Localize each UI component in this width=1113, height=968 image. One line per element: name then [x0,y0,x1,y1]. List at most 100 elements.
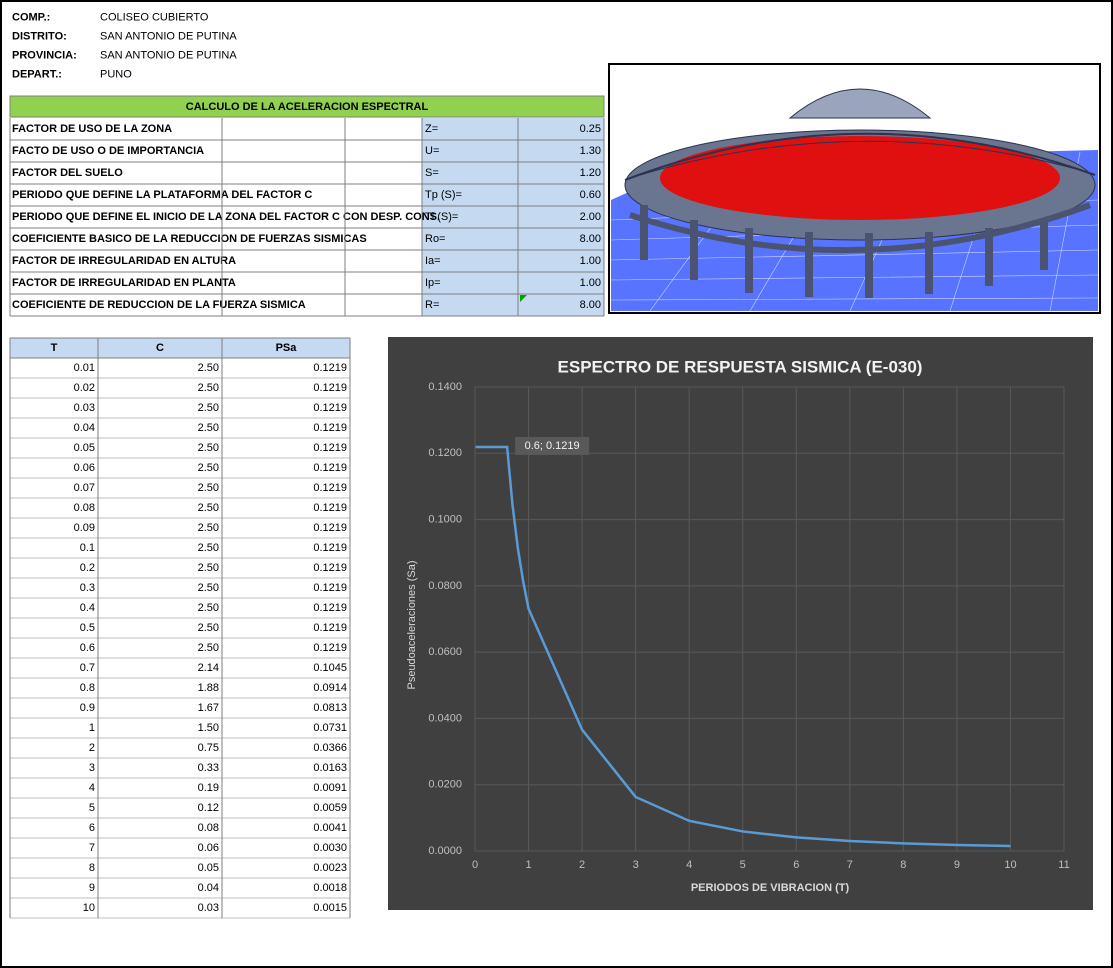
table-cell: 4 [89,782,95,794]
table-cell: 2.50 [198,462,219,474]
table-cell: 0.33 [198,762,219,774]
table-cell: 0.0914 [313,682,347,694]
table-cell: 2.50 [198,642,219,654]
table-cell: 2.50 [198,522,219,534]
header-value: COLISEO CUBIERTO [100,11,209,23]
param-symbol: Tl (S)= [425,211,458,223]
param-symbol: Ia= [425,255,441,267]
x-tick-label: 3 [633,859,639,871]
table-cell: 0.75 [198,742,219,754]
param-symbol: R= [425,299,439,311]
table-cell: 0.03 [74,402,95,414]
table-cell: 0.3 [80,582,95,594]
table-cell: 1.88 [198,682,219,694]
data-annotation: 0.6; 0.1219 [525,440,580,452]
table-cell: 6 [89,822,95,834]
table-cell: 0.19 [198,782,219,794]
header-value: SAN ANTONIO DE PUTINA [100,49,237,61]
table-cell: 8 [89,862,95,874]
table-cell: 0.07 [74,482,95,494]
param-value: 0.60 [580,189,601,201]
table-cell: 0.1045 [313,662,347,674]
table-cell: 2.50 [198,582,219,594]
table-cell: 0.1219 [313,442,347,454]
y-tick-label: 0.0400 [428,712,462,724]
table-cell: 1 [89,722,95,734]
table-cell: 0.1219 [313,642,347,654]
table-cell: 0.1219 [313,542,347,554]
header-label: DISTRITO: [12,30,67,42]
table-cell: 0.1219 [313,582,347,594]
table-cell: 0.1219 [313,482,347,494]
param-label: COEFICIENTE DE REDUCCION DE LA FUERZA SI… [12,299,306,311]
param-symbol: Tp (S)= [425,189,462,201]
x-tick-label: 4 [686,859,692,871]
table-cell: 0.0023 [313,862,347,874]
header-label: PROVINCIA: [12,49,77,61]
table-cell: 0.2 [80,562,95,574]
header-value: PUNO [100,68,132,80]
x-tick-label: 9 [954,859,960,871]
table-cell: 2.50 [198,442,219,454]
table-cell: 5 [89,802,95,814]
param-label: FACTOR DE USO DE LA ZONA [12,123,172,135]
table-cell: 0.05 [74,442,95,454]
param-label: FACTOR DE IRREGULARIDAD EN PLANTA [12,277,236,289]
param-value: 1.00 [580,277,601,289]
table-cell: 2.14 [198,662,219,674]
table-cell: 0.1219 [313,422,347,434]
table-cell: 0.04 [198,882,219,894]
table-cell: 0.0059 [313,802,347,814]
x-tick-label: 10 [1004,859,1016,871]
table-cell: 2.50 [198,362,219,374]
table-cell: 9 [89,882,95,894]
header-value: SAN ANTONIO DE PUTINA [100,30,237,42]
table-cell: 0.12 [198,802,219,814]
table-cell: 0.0731 [313,722,347,734]
table-cell: 0.7 [80,662,95,674]
table-cell: 0.4 [80,602,95,614]
table-cell: 0.8 [80,682,95,694]
table-cell: 0.02 [74,382,95,394]
x-tick-label: 6 [793,859,799,871]
y-tick-label: 0.1400 [428,381,462,393]
chart-title: ESPECTRO DE RESPUESTA SISMICA (E-030) [558,357,923,376]
param-value: 1.00 [580,255,601,267]
table-cell: 2.50 [198,422,219,434]
table-cell: 0.04 [74,422,95,434]
x-tick-label: 7 [847,859,853,871]
y-tick-label: 0.0000 [428,845,462,857]
table-cell: 0.06 [74,462,95,474]
table-cell: 7 [89,842,95,854]
table-cell: 0.1219 [313,602,347,614]
params-title: CALCULO DE LA ACELERACION ESPECTRAL [186,101,429,113]
table-cell: 2.50 [198,482,219,494]
param-label: PERIODO QUE DEFINE LA PLATAFORMA DEL FAC… [12,189,312,201]
param-label: FACTOR DE IRREGULARIDAD EN ALTURA [12,255,236,267]
table-header-bg [10,338,350,358]
y-tick-label: 0.0600 [428,646,462,658]
x-axis-title: PERIODOS DE VIBRACION (T) [691,882,850,894]
table-cell: 2.50 [198,382,219,394]
table-cell: 2.50 [198,602,219,614]
param-symbol: S= [425,167,439,179]
table-cell: 0.0041 [313,822,347,834]
y-tick-label: 0.0800 [428,580,462,592]
table-cell: 0.1219 [313,382,347,394]
table-cell: 0.05 [198,862,219,874]
y-tick-label: 0.1000 [428,513,462,525]
param-label: FACTOR DEL SUELO [12,167,123,179]
x-tick-label: 0 [472,859,478,871]
x-tick-label: 1 [525,859,531,871]
x-tick-label: 2 [579,859,585,871]
table-cell: 2.50 [198,542,219,554]
table-cell: 2.50 [198,562,219,574]
table-cell: 0.0030 [313,842,347,854]
param-value: 8.00 [580,299,601,311]
table-cell: 1.50 [198,722,219,734]
column-header: T [51,342,58,354]
param-value: 8.00 [580,233,601,245]
table-cell: 1.67 [198,702,219,714]
param-value: 1.30 [580,145,601,157]
table-cell: 2.50 [198,502,219,514]
